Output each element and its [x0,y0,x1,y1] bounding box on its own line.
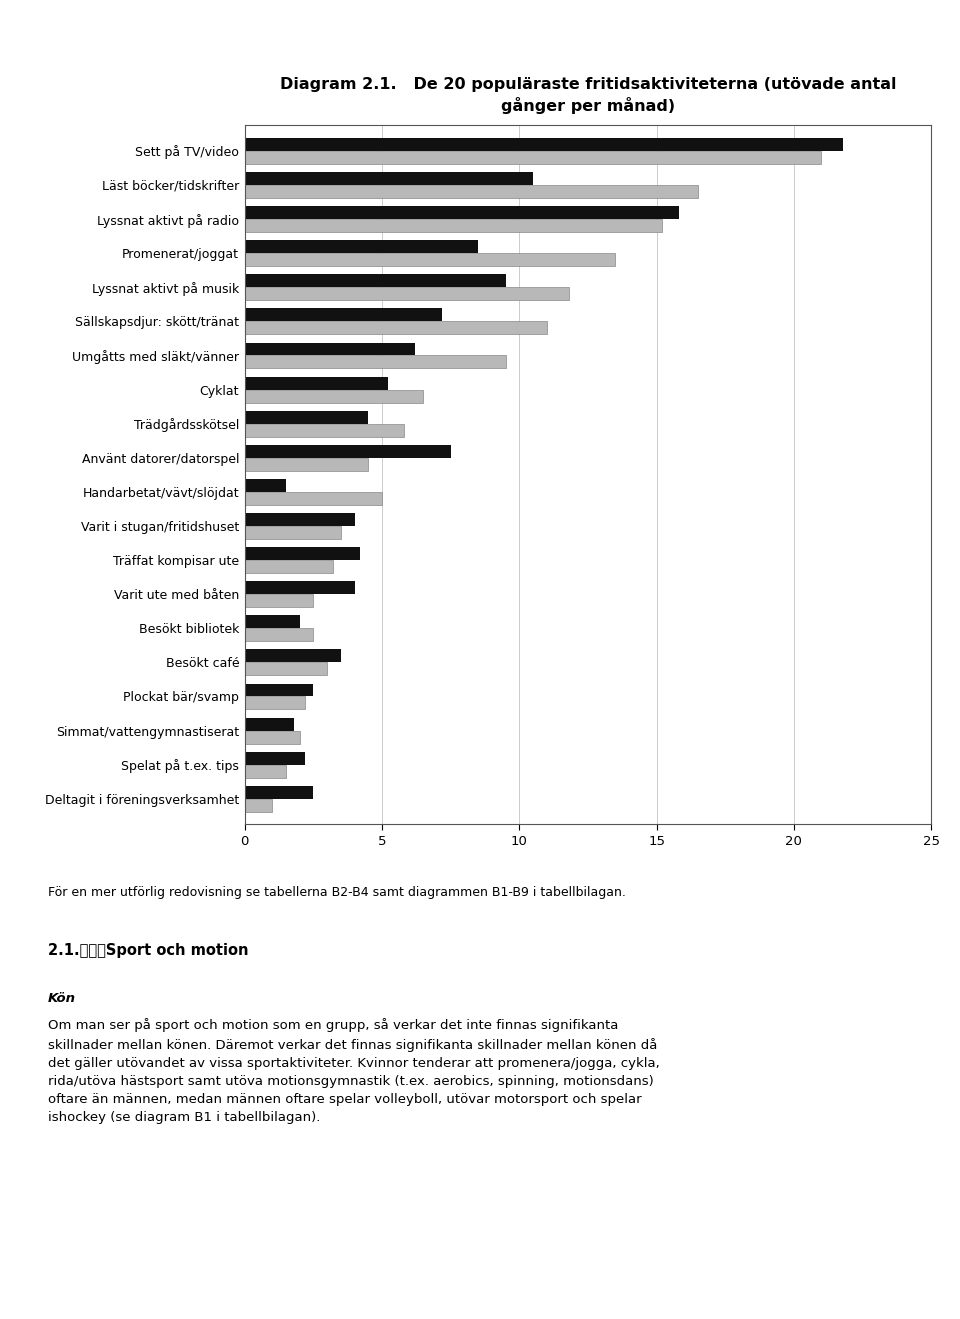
Bar [245,765,286,778]
Bar [245,410,369,423]
Bar [245,185,698,198]
Bar [245,561,333,572]
Bar [245,377,388,389]
Bar [245,628,313,641]
Bar [245,479,286,492]
Text: För en mer utförlig redovisning se tabellerna B2-B4 samt diagrammen B1-B9 i tabe: För en mer utförlig redovisning se tabel… [48,886,626,900]
Text: Om man ser på sport och motion som en grupp, så verkar det inte finnas signifika: Om man ser på sport och motion som en gr… [48,1018,660,1124]
Bar [245,138,843,150]
Bar [245,171,533,185]
Bar [245,150,822,164]
Bar [245,240,478,253]
Bar [245,206,679,219]
Bar [245,389,423,402]
Bar [245,253,615,266]
Bar [245,752,305,765]
Bar [245,343,415,356]
Bar [245,492,382,505]
Bar [245,547,360,561]
Bar [245,683,313,696]
Bar [245,309,443,322]
Bar [245,219,662,232]
Bar [245,731,300,744]
Bar [245,594,313,607]
Bar [245,423,404,437]
Bar [245,458,369,471]
Bar [245,649,341,662]
Bar [245,582,354,594]
Bar [245,274,506,288]
Bar [245,718,294,731]
Bar [245,786,313,799]
Bar [245,445,451,458]
Bar [245,616,300,628]
Bar [245,288,568,301]
Bar [245,662,327,675]
Bar [245,356,506,368]
Text: Kön: Kön [48,992,76,1005]
Bar [245,696,305,710]
Title: Diagram 2.1.   De 20 populäraste fritidsaktiviteterna (utövade antal
gånger per : Diagram 2.1. De 20 populäraste fritidsak… [279,77,897,115]
Bar [245,322,547,334]
Bar [245,513,354,526]
Bar [245,526,341,539]
Text: 2.1.			Sport och motion: 2.1. Sport och motion [48,943,249,958]
Bar [245,799,273,811]
